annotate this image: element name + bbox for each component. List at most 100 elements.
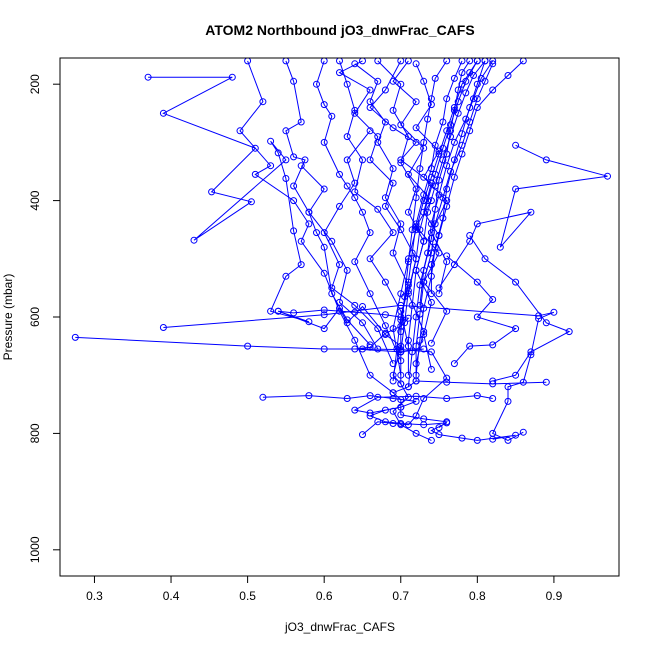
data-point [443,150,451,158]
data-point [343,316,351,324]
data-point [381,202,389,210]
data-point [320,101,328,109]
data-point [512,325,520,333]
data-point [473,95,481,103]
data-point [351,308,359,316]
data-point [420,331,428,338]
data-point [336,170,343,178]
data-point [458,130,466,138]
data-point [416,165,424,173]
data-point [443,378,451,386]
data-point [404,383,412,391]
data-point [274,307,282,315]
data-point [282,156,290,164]
data-point [427,427,435,434]
data-point [320,243,328,251]
data-point [473,436,481,444]
data-point [550,308,558,316]
data-point [470,72,477,79]
data-point [305,208,313,216]
data-point [343,133,351,141]
data-point [412,371,420,379]
data-point [435,176,443,184]
data-point [450,138,458,146]
data-point [159,109,167,117]
series-2 [71,333,451,439]
data-point [412,124,420,132]
data-point [397,403,405,411]
data-point [320,229,328,237]
data-point [443,127,451,135]
data-point [489,377,497,385]
data-point [427,220,435,228]
data-point [290,182,298,190]
data-point [450,106,458,114]
data-point [251,144,259,152]
data-point [450,360,458,368]
data-point [71,333,79,341]
data-point [366,86,374,94]
data-point [381,118,389,126]
data-point [466,342,474,350]
data-point [208,188,216,196]
data-point [412,266,420,274]
data-point [351,109,359,117]
data-point [412,392,420,400]
data-point [313,80,320,88]
data-point [489,435,497,443]
data-point [320,306,328,314]
data-point [404,342,412,350]
y-tick-label: 600 [28,307,42,327]
data-point [381,311,389,319]
data-point [389,389,397,397]
data-point [420,237,428,245]
series-line [407,60,486,376]
series-29 [366,58,443,269]
series-line [392,60,478,376]
data-point [366,371,374,379]
data-point [489,395,497,402]
y-tick-label: 1000 [28,536,42,563]
data-point [320,269,328,277]
data-point [512,431,520,439]
data-point [427,179,435,187]
y-tick-label: 200 [28,74,42,94]
series-27 [320,127,397,368]
data-point [359,431,366,439]
data-point [458,58,466,65]
data-point [297,237,305,245]
data-point [443,95,451,103]
data-point [144,73,152,81]
data-point [290,153,298,161]
x-tick-label: 0.4 [163,589,180,603]
data-point [297,261,305,269]
data-point [473,392,481,400]
data-point [427,298,435,306]
series-line [400,60,448,332]
data-point [336,202,343,210]
data-point [374,77,382,85]
series-line [415,63,494,381]
data-point [542,319,550,327]
series-line [377,60,432,370]
y-axis-label: Pressure (mbar) [1,274,15,361]
data-point [366,412,374,420]
series-17 [313,58,405,365]
data-point [462,89,470,97]
data-point [328,237,336,245]
data-point [381,418,389,426]
data-point [473,58,481,65]
data-point [374,205,382,213]
data-point [305,318,313,326]
data-point [519,58,527,65]
data-point [427,290,435,298]
data-point [489,341,497,349]
data-point [381,406,389,414]
series-line [392,60,448,344]
data-point [431,141,439,149]
series-4 [259,392,497,417]
series-line [338,60,425,364]
data-point [435,232,443,239]
data-point [297,162,305,170]
data-point [435,147,443,155]
